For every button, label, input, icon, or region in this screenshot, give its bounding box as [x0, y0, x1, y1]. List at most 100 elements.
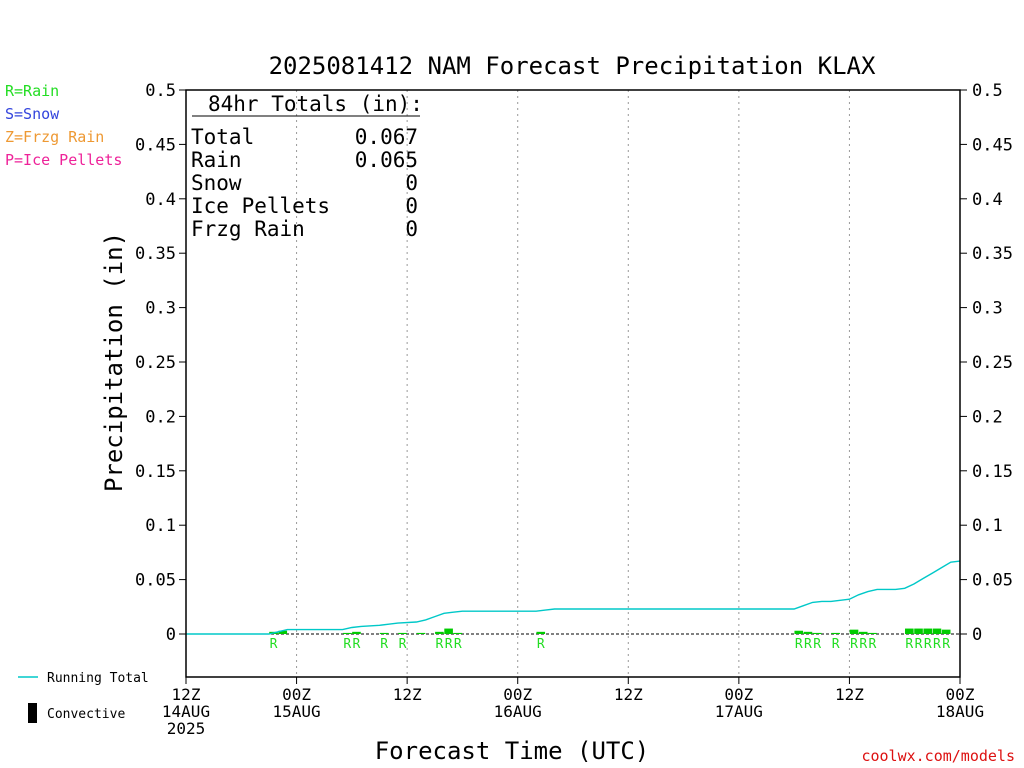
y-tick-label: 0.15 — [135, 462, 176, 482]
precip-type-label: R — [924, 637, 932, 652]
rain-bar — [352, 631, 361, 634]
rain-bar — [536, 631, 546, 634]
totals-row-value: 0.067 — [355, 125, 418, 149]
precip-type-label: R — [270, 637, 278, 652]
plot-border — [185, 89, 961, 678]
totals-box: 84hr Totals (in): Total 0.067 Rain 0.065 Snow… — [191, 92, 423, 241]
y-axis-right: 0 0.05 0.1 0.15 0.2 0.25 0.3 0.35 0.4 0.45 0.5 — [960, 81, 1013, 645]
y-tick-label: 0.05 — [135, 571, 176, 591]
rain-bar — [453, 632, 463, 634]
rain-bar — [868, 632, 877, 634]
rain-bar — [905, 628, 914, 634]
rain-bar — [398, 632, 407, 634]
y-tick-label-right: 0.05 — [972, 571, 1013, 591]
rain-bar — [858, 631, 868, 634]
rain-bar — [435, 631, 444, 634]
rain-bar — [803, 631, 813, 634]
totals-row-value: 0 — [405, 217, 418, 241]
precip-type-label: R — [343, 637, 351, 652]
totals-row-label: Frzg Rain — [191, 217, 305, 241]
x-axis-label: Forecast Time (UTC) — [375, 737, 650, 765]
rain-bar — [932, 628, 942, 634]
totals-row-label: Rain — [191, 148, 242, 172]
y-tick-label: 0.3 — [145, 299, 176, 319]
x-tick-label: 00Z — [946, 685, 975, 704]
y-tick-label: 0.5 — [145, 81, 176, 101]
rain-bar — [923, 628, 933, 634]
totals-row-label: Total — [191, 125, 254, 149]
y-tick-label-right: 0.15 — [972, 462, 1013, 482]
y-tick-label: 0.35 — [135, 244, 176, 264]
rain-bar — [794, 630, 804, 634]
y-tick-label-right: 0 — [972, 625, 982, 645]
x-tick-label: 12Z — [614, 685, 643, 704]
precip-type-label: R — [915, 637, 923, 652]
x-tick-label: 16AUG — [494, 702, 542, 721]
y-tick-label: 0 — [166, 625, 176, 645]
precip-type-label: R — [933, 637, 941, 652]
precip-type-label: R — [795, 637, 803, 652]
y-tick-label-right: 0.35 — [972, 244, 1013, 264]
rain-bar — [831, 632, 840, 634]
precip-type-label: R — [850, 637, 858, 652]
rain-bar — [278, 630, 288, 634]
x-tick-label: 12Z — [835, 685, 864, 704]
y-tick-label-right: 0.3 — [972, 299, 1003, 319]
precip-type-legend-entry: S=Snow — [5, 105, 60, 123]
y-tick-label: 0.1 — [145, 516, 176, 536]
running-total-legend-label: Running Total — [47, 671, 149, 686]
rain-bar — [444, 628, 453, 634]
rain-bar — [812, 632, 822, 634]
precip-type-legend-entry: Z=Frzg Rain — [5, 128, 104, 146]
precip-type-label: R — [353, 637, 361, 652]
precip-type-legend-entry: P=Ice Pellets — [5, 151, 122, 169]
precip-type-label: R — [380, 637, 388, 652]
x-tick-label: 00Z — [503, 685, 532, 704]
y-tick-label: 0.4 — [145, 190, 176, 210]
precip-type-legend: R=Rain S=Snow Z=Frzg Rain P=Ice Pellets — [5, 82, 122, 169]
precip-type-label: R — [813, 637, 821, 652]
source-credit: coolwx.com/models — [861, 747, 1015, 765]
rain-bar — [342, 632, 352, 634]
running-total-line — [186, 560, 961, 635]
totals-row-value: 0.065 — [355, 148, 418, 172]
y-tick-label: 0.45 — [135, 135, 176, 155]
precip-type-label: R — [804, 637, 812, 652]
y-tick-label-right: 0.2 — [972, 407, 1003, 427]
y-axis-label: Precipitation (in) — [100, 232, 128, 492]
rain-bar — [379, 632, 389, 634]
x-tick-label: 14AUG — [162, 702, 210, 721]
rain-bar — [416, 632, 426, 634]
convective-legend-swatch — [28, 703, 37, 723]
x-tick-label: 00Z — [282, 685, 311, 704]
y-tick-label-right: 0.5 — [972, 81, 1003, 101]
totals-header: 84hr Totals (in): — [208, 92, 423, 116]
precip-type-label: R — [832, 637, 840, 652]
totals-row-value: 0 — [405, 194, 418, 218]
x-tick-label: 2025 — [167, 719, 206, 738]
x-tick-label: 15AUG — [272, 702, 320, 721]
y-tick-label-right: 0.1 — [972, 516, 1003, 536]
chart-grid — [186, 90, 960, 677]
y-tick-label-right: 0.45 — [972, 135, 1013, 155]
running-total-line-path — [186, 560, 961, 635]
convective-legend-label: Convective — [47, 707, 125, 722]
series-legend: Running Total Convective — [18, 671, 149, 723]
rain-bar — [914, 628, 923, 634]
precip-type-label: R — [435, 637, 443, 652]
precip-type-label: R — [445, 637, 453, 652]
x-tick-label: 00Z — [724, 685, 753, 704]
totals-row-label: Ice Pellets — [191, 194, 330, 218]
chart-title: 2025081412 NAM Forecast Precipitation KL… — [269, 52, 876, 80]
precip-type-label: R — [869, 637, 877, 652]
x-tick-label: 12Z — [393, 685, 422, 704]
precip-type-legend-entry: R=Rain — [5, 82, 59, 100]
y-axis-left: 0 0.05 0.1 0.15 0.2 0.25 0.3 0.35 0.4 0.45 0.5 — [135, 81, 186, 645]
precip-type-label: R — [859, 637, 867, 652]
precip-type-label: R — [905, 637, 913, 652]
plot-frame — [185, 89, 961, 678]
rain-bars — [269, 628, 951, 634]
